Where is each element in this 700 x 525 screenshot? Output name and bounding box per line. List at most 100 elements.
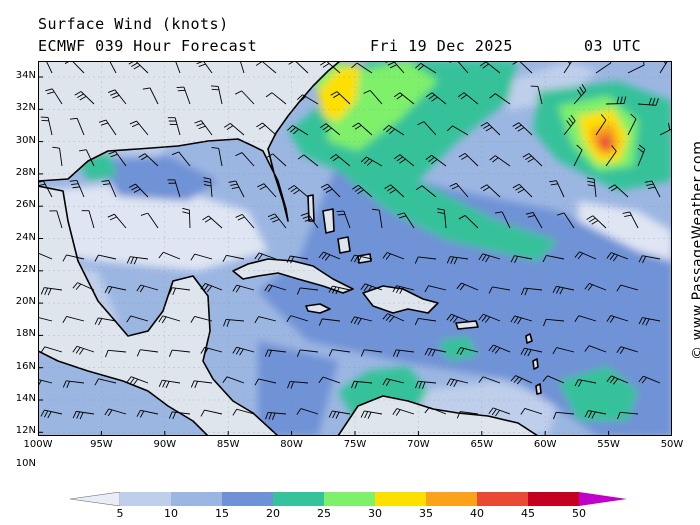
- colorbar-label: 10: [164, 507, 178, 520]
- wind-barb: [556, 212, 575, 229]
- wind-barb: [456, 411, 479, 419]
- wind-barb: [552, 347, 575, 355]
- wind-barb: [107, 213, 127, 229]
- wind-barb: [350, 254, 373, 264]
- wind-barb: [232, 408, 255, 416]
- wind-barb: [107, 89, 127, 105]
- wind-barb: [300, 212, 319, 229]
- wind-barb: [287, 380, 309, 389]
- colorbar-label: 35: [419, 507, 433, 520]
- wind-barb: [616, 284, 639, 292]
- wind-barb: [608, 184, 629, 198]
- wind-barb: [552, 285, 575, 295]
- wind-barb: [425, 154, 447, 167]
- wind-barb: [136, 409, 159, 418]
- wind-barb: [265, 92, 287, 105]
- colorbar-low-extension: [70, 492, 121, 506]
- wind-barb: [489, 155, 511, 167]
- wind-barb: [522, 153, 543, 167]
- wind-barb: [392, 349, 415, 358]
- wind-barb: [637, 144, 646, 167]
- wind-barb: [200, 409, 223, 417]
- wind-barb: [62, 380, 85, 389]
- wind-barb: [168, 287, 191, 295]
- wind-barb: [235, 213, 255, 229]
- wind-barb: [363, 89, 383, 105]
- colorbar-segment: [375, 492, 426, 506]
- wind-barb: [424, 406, 447, 415]
- wind-barb: [520, 407, 543, 415]
- wind-barb: [200, 282, 223, 293]
- colorbar-segment: [171, 492, 222, 506]
- colorbar: [70, 492, 627, 506]
- wind-barb: [489, 93, 511, 105]
- wind-barb: [62, 316, 85, 323]
- wind-barb: [104, 285, 127, 294]
- wind-barb: [94, 378, 117, 386]
- wind-barb: [128, 183, 149, 198]
- wind-barb: [202, 215, 223, 229]
- wind-barb: [265, 411, 287, 420]
- colorbar-label: 25: [317, 507, 331, 520]
- wind-barb: [397, 212, 415, 229]
- wind-barb: [203, 177, 213, 198]
- wind-barb: [286, 315, 309, 322]
- wind-barb: [543, 318, 565, 327]
- wind-barb: [351, 62, 373, 74]
- wind-barb: [167, 117, 181, 136]
- wind-barb: [393, 92, 415, 105]
- wind-barb: [126, 256, 149, 265]
- wind-barb: [446, 125, 469, 136]
- wind-barb: [254, 378, 277, 386]
- colorbar-segment: [273, 492, 324, 506]
- wind-barb: [584, 345, 607, 353]
- wind-barb: [320, 183, 341, 198]
- wind-barb: [255, 61, 277, 74]
- wind-barb: [352, 184, 373, 198]
- wind-barb: [446, 378, 469, 387]
- wind-barb: [328, 349, 351, 357]
- wind-barb: [573, 84, 587, 105]
- wind-barb: [372, 208, 383, 229]
- wind-barb: [393, 154, 415, 167]
- wind-barb: [40, 409, 63, 419]
- wind-barb: [574, 379, 597, 387]
- wind-barb: [287, 185, 309, 198]
- wind-barb: [74, 91, 95, 105]
- wind-barb: [194, 120, 213, 136]
- wind-barb: [456, 282, 479, 291]
- wind-barb: [488, 407, 511, 417]
- wind-barb: [382, 378, 405, 387]
- wind-barb: [296, 287, 319, 295]
- wind-barb: [182, 207, 191, 229]
- wind-barb: [40, 116, 53, 136]
- wind-barb: [457, 92, 479, 105]
- wind-barb: [446, 313, 469, 323]
- longitude-label: 85W: [216, 439, 240, 450]
- wind-barb: [138, 153, 159, 167]
- colorbar-label: 40: [470, 507, 484, 520]
- wind-barb: [392, 285, 415, 294]
- wind-barb: [488, 344, 511, 354]
- wind-barb: [235, 90, 255, 105]
- wind-barb: [286, 255, 309, 264]
- wind-barb: [392, 408, 415, 416]
- wind-barb: [287, 125, 309, 136]
- graticule: [38, 61, 672, 436]
- wind-barb: [235, 152, 255, 167]
- colorbar-label: 30: [368, 507, 382, 520]
- wind-barb: [108, 151, 127, 167]
- wind-barb: [616, 346, 639, 355]
- wind-barb: [542, 254, 565, 263]
- wind-barb: [478, 253, 501, 263]
- wind-barb: [222, 376, 245, 384]
- wind-barb: [350, 316, 373, 325]
- wind-barb: [318, 376, 341, 384]
- wind-barb: [126, 315, 149, 323]
- wind-barb: [40, 287, 63, 296]
- axis-ticks: [38, 76, 672, 436]
- longitude-label: 75W: [343, 439, 367, 450]
- wind-barb: [553, 411, 575, 420]
- wind-barb: [415, 62, 437, 74]
- wind-barb: [480, 184, 501, 198]
